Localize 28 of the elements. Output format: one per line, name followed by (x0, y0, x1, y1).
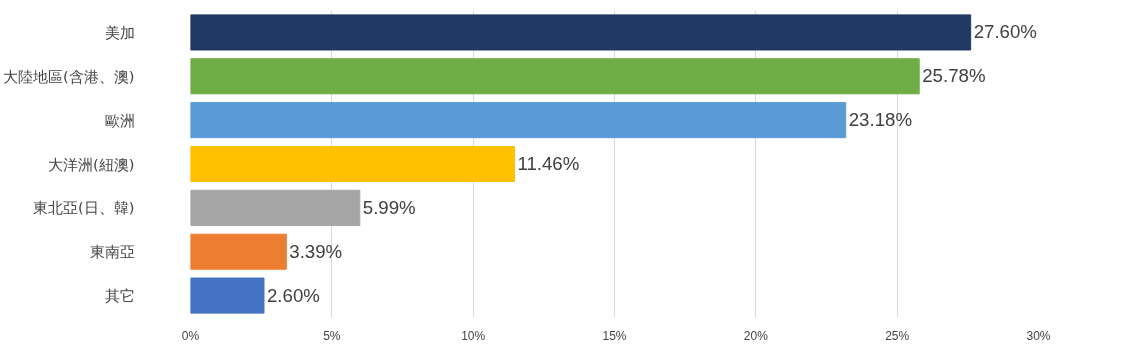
y-tick-label: 東南亞 (89, 243, 135, 261)
x-tick-label: 0% (181, 328, 200, 343)
y-tick-label: 大陸地區(含港、澳) (3, 67, 135, 85)
x-tick-label: 30% (1026, 328, 1051, 343)
data-label: 3.39% (289, 240, 343, 262)
x-tick-label: 10% (461, 328, 486, 343)
x-tick-label: 20% (743, 328, 769, 343)
bar (190, 14, 972, 51)
x-tick-label: 25% (885, 328, 910, 343)
data-label: 23.18% (848, 109, 912, 131)
data-label: 27.60% (973, 21, 1037, 43)
x-tick-label: 15% (602, 328, 627, 343)
data-label: 25.78% (922, 65, 986, 87)
y-tick-label: 大洋洲(紐澳) (48, 155, 135, 173)
bar (190, 233, 287, 270)
bar (190, 189, 361, 226)
data-label: 2.60% (266, 284, 320, 306)
bar (190, 145, 515, 183)
bar (190, 58, 920, 95)
y-tick-label: 東北亞(日、韓) (33, 199, 135, 217)
data-label: 5.99% (362, 196, 416, 218)
y-tick-label: 歐洲 (104, 111, 135, 129)
bar (190, 277, 265, 314)
y-tick-label: 其它 (104, 287, 135, 305)
data-label: 11.46% (517, 153, 580, 174)
bar (190, 102, 847, 139)
y-tick-label: 美加 (104, 23, 135, 41)
x-tick-label: 5% (323, 328, 341, 343)
